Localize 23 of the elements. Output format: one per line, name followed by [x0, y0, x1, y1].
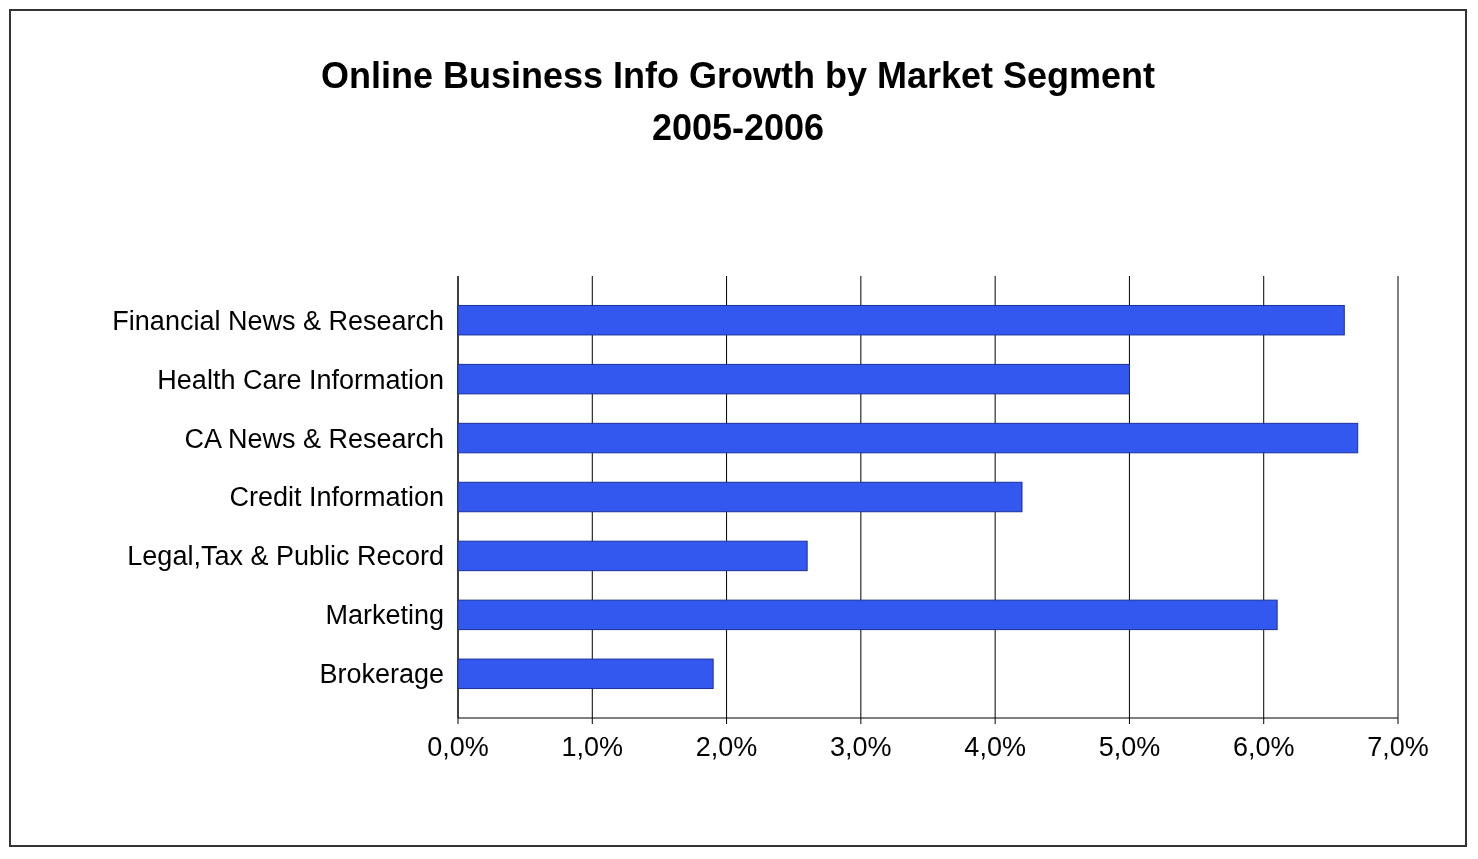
y-tick-label: Health Care Information: [157, 364, 444, 395]
y-tick-label: Credit Information: [229, 482, 444, 513]
x-tick-label: 0,0%: [427, 732, 489, 762]
x-tick-label: 4,0%: [964, 732, 1026, 762]
x-tick-label: 5,0%: [1098, 732, 1161, 762]
y-tick-label: Legal,Tax & Public Record: [127, 541, 444, 572]
bar: [457, 658, 714, 690]
y-tick-label: Marketing: [325, 600, 444, 631]
x-tick-label: 3,0%: [830, 732, 892, 762]
x-tick-label: 1,0%: [561, 732, 624, 762]
bar: [457, 481, 1023, 513]
bar: [457, 599, 1278, 631]
y-tick-label: Brokerage: [319, 659, 444, 690]
chart-title: Online Business Info Growth by Market Segment 2005-2006: [320, 55, 1156, 148]
y-tick-label: CA News & Research: [184, 423, 444, 454]
bar: [457, 422, 1359, 454]
x-tick-label: 6,0%: [1232, 732, 1295, 762]
bar: [457, 540, 808, 572]
x-tick-label: 7,0%: [1367, 732, 1429, 762]
y-tick-label: Financial News & Research: [112, 305, 444, 336]
bar: [457, 304, 1345, 336]
bar: [457, 363, 1130, 395]
x-tick-label: 2,0%: [695, 732, 758, 762]
